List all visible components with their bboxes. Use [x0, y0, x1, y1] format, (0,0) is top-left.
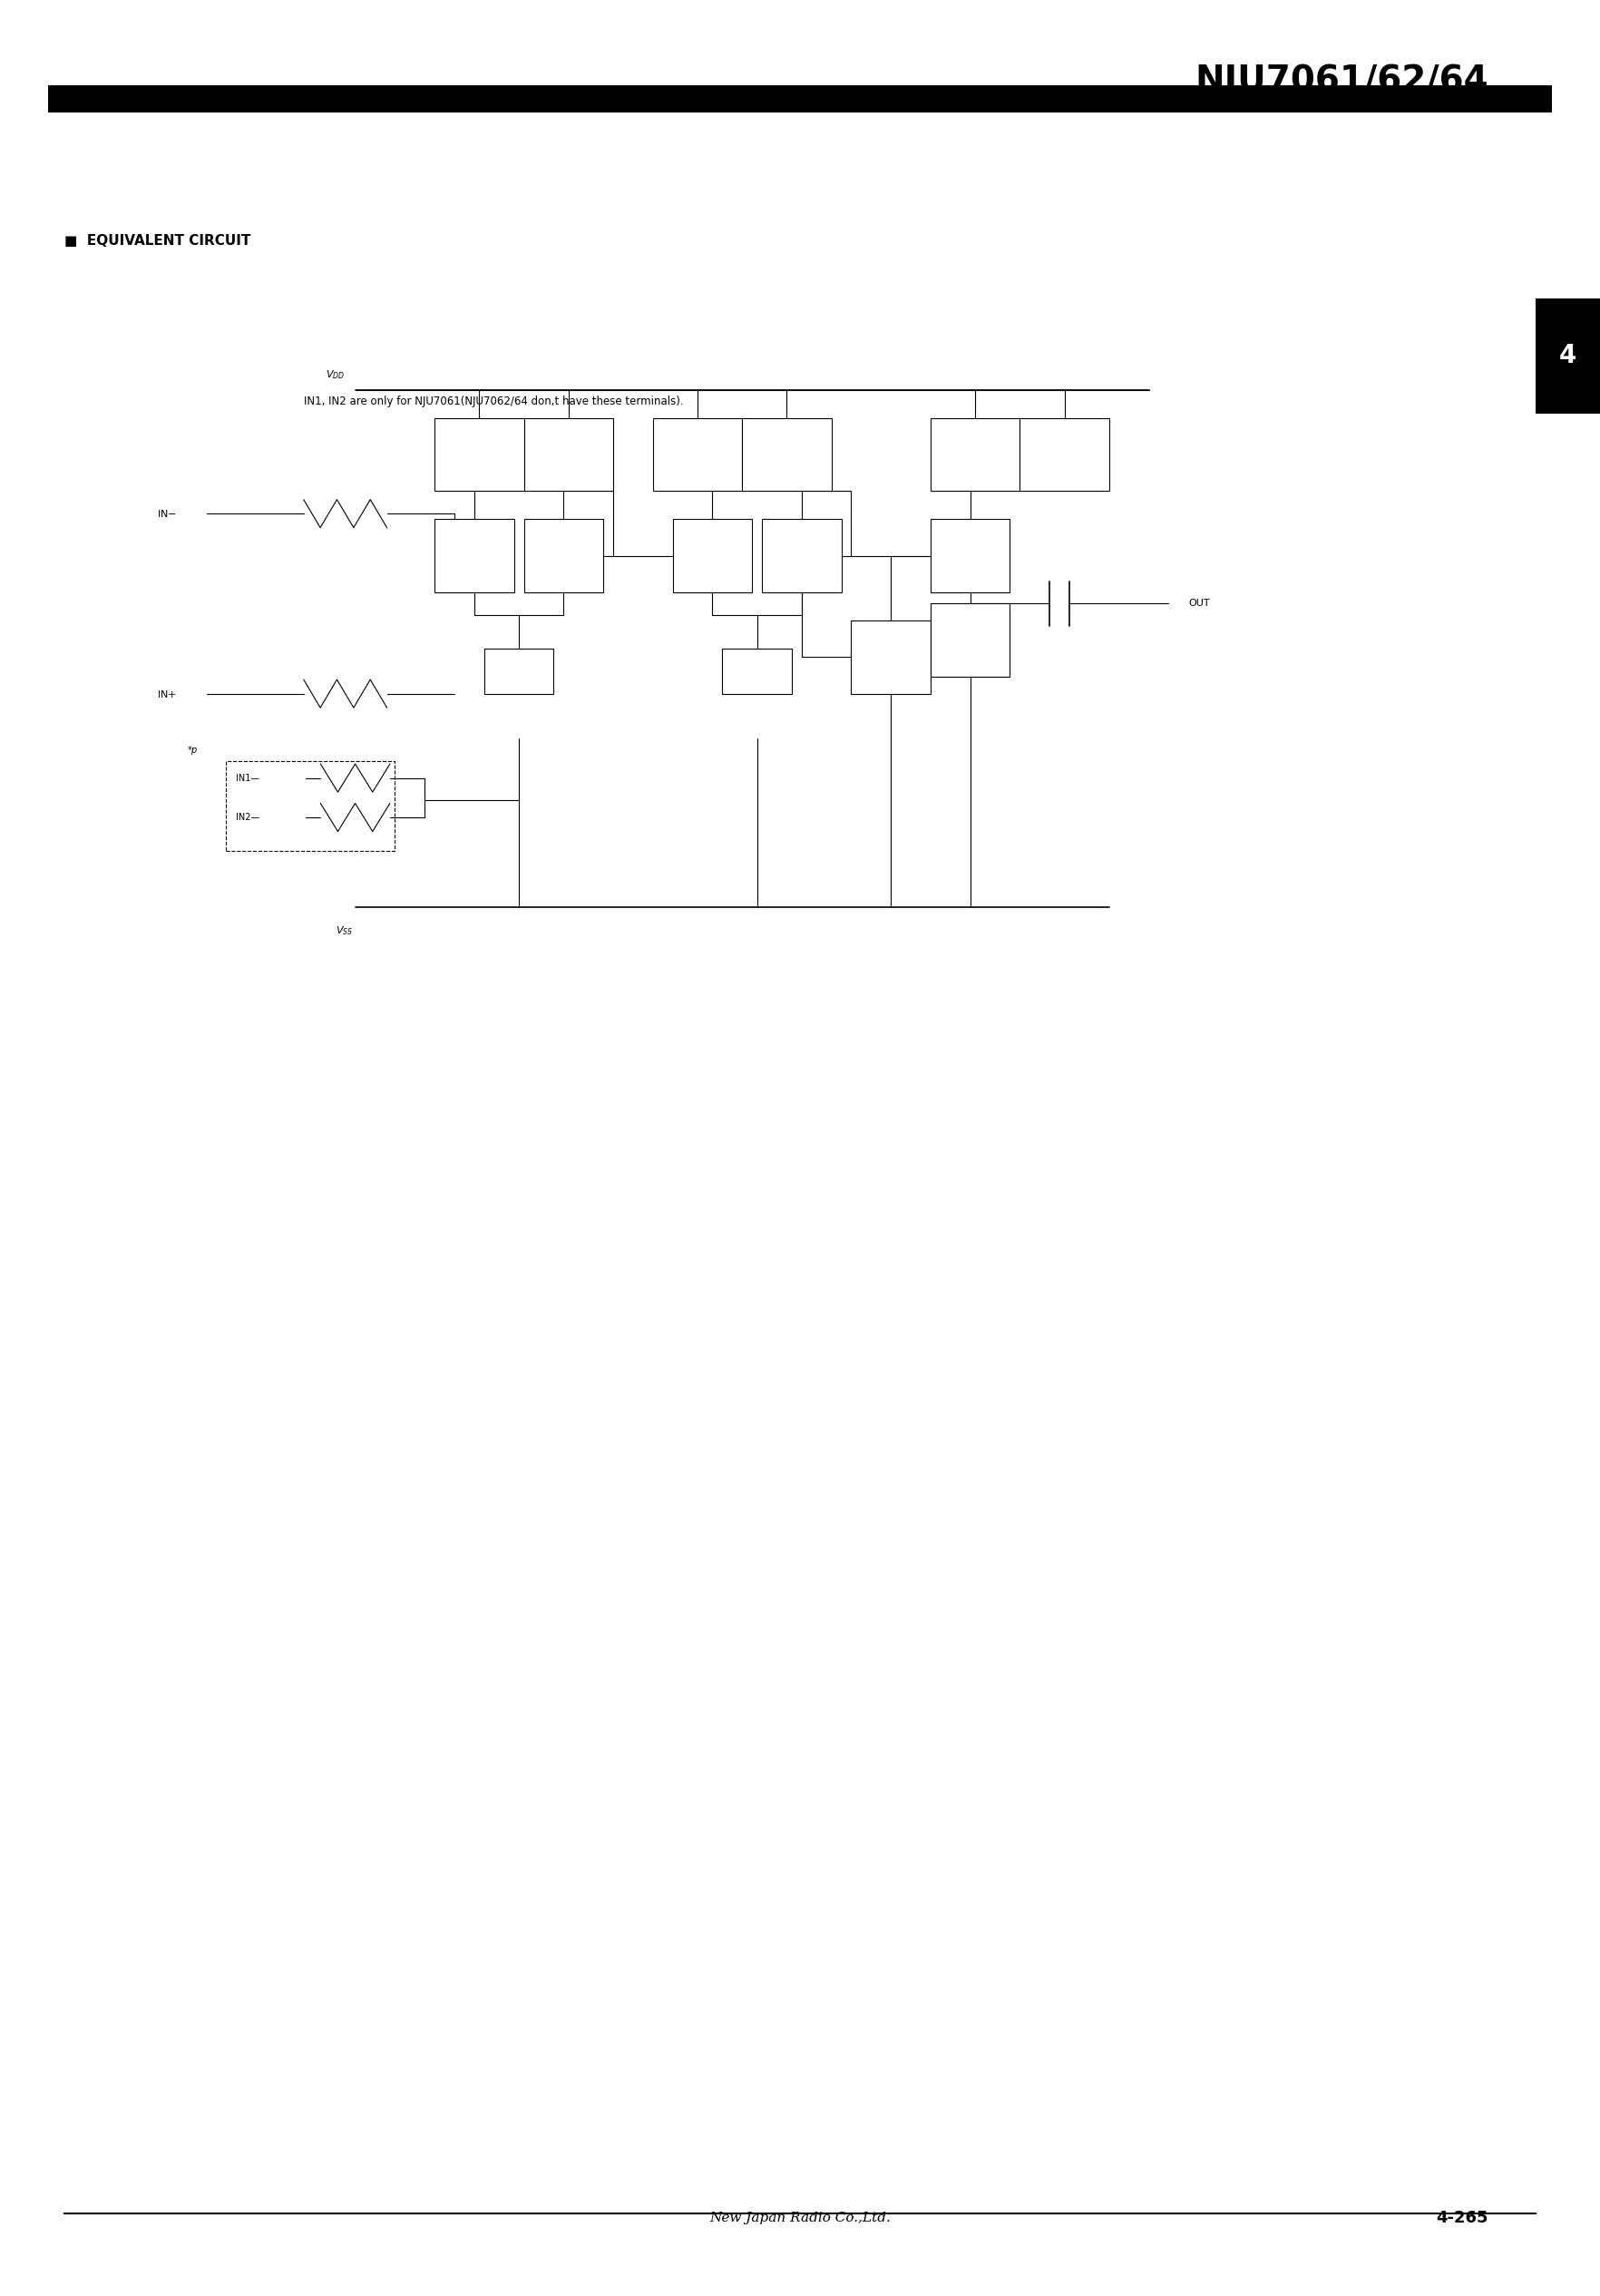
Text: IN$-$: IN$-$ [157, 507, 176, 519]
Bar [1019, 418, 1109, 491]
Text: ■  EQUIVALENT CIRCUIT: ■ EQUIVALENT CIRCUIT [64, 234, 250, 248]
Bar [931, 418, 1019, 491]
Bar [851, 620, 931, 693]
Bar [1536, 298, 1600, 413]
Bar [653, 418, 742, 491]
Text: NJU7061/62/64: NJU7061/62/64 [1195, 62, 1488, 99]
Bar [435, 418, 523, 491]
Text: $*p$: $*p$ [187, 744, 198, 755]
Text: IN$+$: IN$+$ [157, 689, 176, 698]
Bar [226, 762, 395, 852]
Text: $V_{DD}$: $V_{DD}$ [325, 370, 344, 381]
Bar [672, 519, 752, 592]
Bar [931, 519, 1010, 592]
Bar [722, 650, 792, 693]
Bar [48, 85, 1552, 113]
Bar [485, 650, 554, 693]
Text: IN2—: IN2— [237, 813, 259, 822]
Bar [742, 418, 832, 491]
Text: IN1, IN2 are only for NJU7061(NJU7062/64 don,t have these terminals).: IN1, IN2 are only for NJU7061(NJU7062/64… [304, 395, 683, 409]
Bar [523, 519, 603, 592]
Bar [435, 519, 514, 592]
Bar [762, 519, 842, 592]
Bar [931, 604, 1010, 677]
Text: IN1—: IN1— [237, 774, 259, 783]
Text: OUT: OUT [1189, 599, 1210, 608]
Text: 4-265: 4-265 [1435, 2209, 1488, 2227]
Bar [523, 418, 613, 491]
Text: New Japan Radio Co.,Ltd.: New Japan Radio Co.,Ltd. [709, 2211, 891, 2225]
Text: $V_{SS}$: $V_{SS}$ [336, 925, 352, 937]
Text: 4: 4 [1560, 342, 1576, 370]
